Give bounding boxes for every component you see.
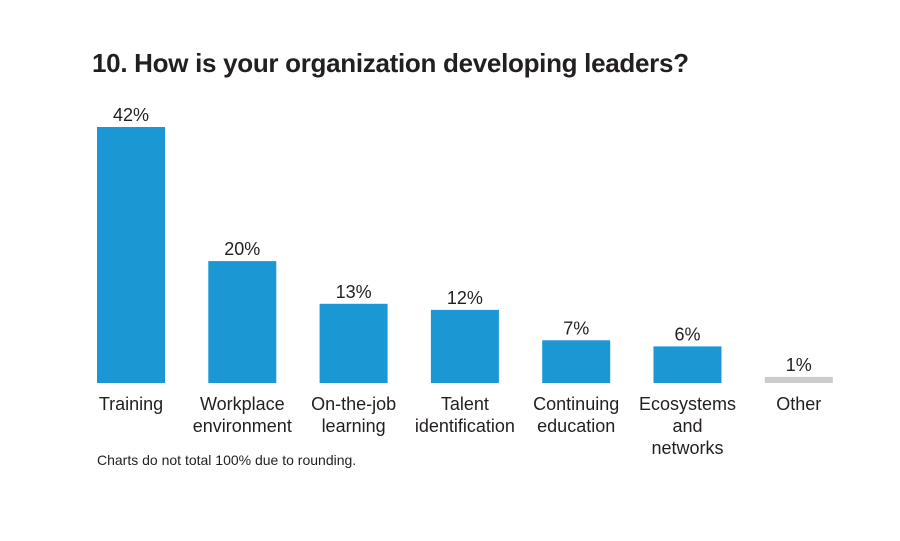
value-label-6: 1% [786, 355, 812, 375]
category-label-line: Workplace [200, 394, 285, 414]
category-label-line: Continuing [533, 394, 619, 414]
category-label-1: Workplace environment [193, 394, 292, 436]
chart-title: 10. How is your organization developing … [92, 48, 689, 78]
value-labels-group: 42% 20% 13% 12% 7% 6% 1% [113, 105, 812, 375]
category-label-line: identification [415, 416, 515, 436]
category-label-line: Other [776, 394, 821, 414]
bar-4 [542, 340, 611, 383]
category-label-line: Ecosystems [639, 394, 736, 414]
category-label-5: Ecosystems and networks [639, 394, 736, 458]
category-label-line: environment [193, 416, 292, 436]
value-label-5: 6% [674, 324, 700, 344]
category-label-line: education [537, 416, 615, 436]
bar-5 [653, 346, 722, 383]
category-label-line: On-the-job [311, 394, 396, 414]
bar-2 [319, 303, 388, 383]
value-label-0: 42% [113, 105, 149, 125]
category-label-6: Other [776, 394, 821, 414]
value-label-1: 20% [224, 239, 260, 259]
category-label-2: On-the-job learning [311, 394, 396, 436]
category-labels-group: Training Workplace environment On-the-job le… [99, 394, 822, 458]
category-label-line: and [672, 416, 702, 436]
bar-1 [208, 261, 277, 383]
category-label-line: learning [322, 416, 386, 436]
value-label-3: 12% [447, 288, 483, 308]
value-label-4: 7% [563, 318, 589, 338]
bar-0 [97, 127, 165, 383]
category-label-line: Talent [441, 394, 489, 414]
category-label-4: Continuing education [533, 394, 619, 436]
bars-group [97, 127, 833, 383]
bar-3 [430, 309, 499, 383]
category-label-line: networks [651, 438, 723, 458]
value-label-2: 13% [336, 282, 372, 302]
category-label-line: Training [99, 394, 163, 414]
category-label-0: Training [99, 394, 163, 414]
footnote: Charts do not total 100% due to rounding… [97, 452, 357, 468]
category-label-3: Talent identification [415, 394, 515, 436]
bar-6 [764, 376, 833, 383]
